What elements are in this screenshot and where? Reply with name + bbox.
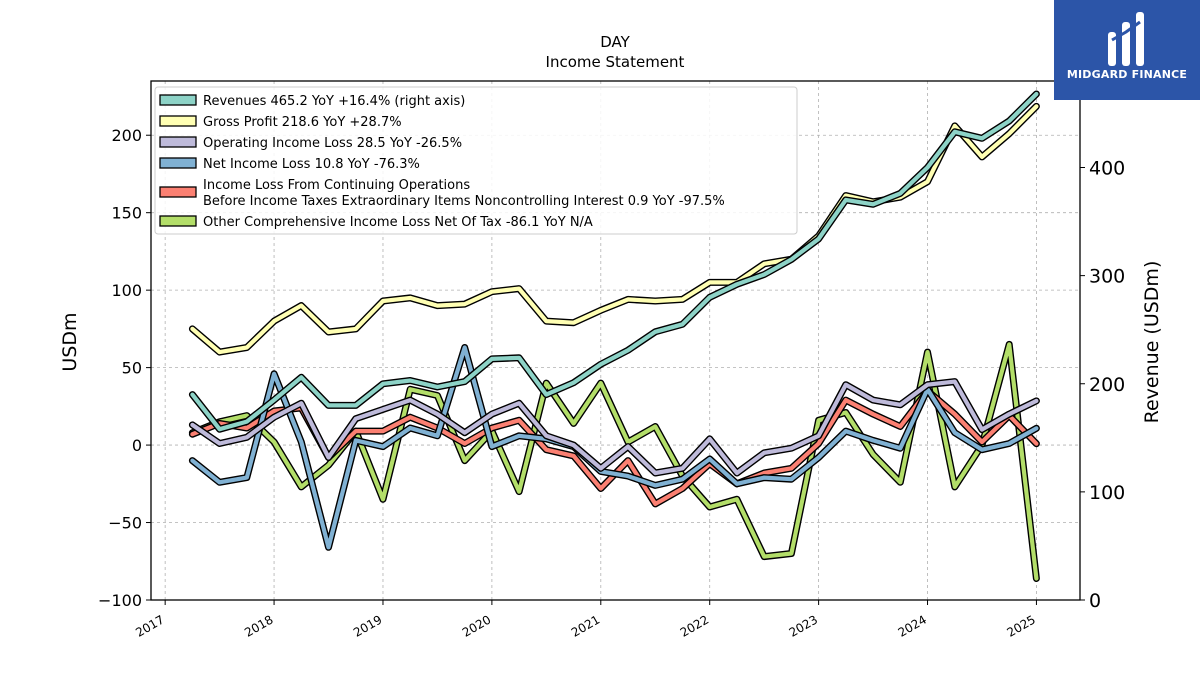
legend-label: Gross Profit 218.6 YoY +28.7%: [203, 115, 402, 130]
legend-label-line: Operating Income Loss 28.5 YoY -26.5%: [203, 136, 462, 151]
x-tick-label: 2021: [569, 612, 602, 639]
y-tick-label: 150: [111, 204, 142, 223]
x-tick-label: 2025: [1004, 612, 1037, 639]
legend-label: Income Loss From Continuing Operations Be…: [203, 178, 725, 209]
x-tick-label: 2023: [787, 612, 820, 639]
plot-frame: [150, 80, 1081, 601]
legend-swatch: [159, 157, 197, 169]
legend-label-line: Net Income Loss 10.8 YoY -76.3%: [203, 157, 420, 172]
series-0: [188, 90, 1040, 433]
series-line: [190, 342, 1039, 581]
legend-label-line: Before Income Taxes Extraordinary Items …: [203, 194, 725, 209]
midgard-logo-icon: [1108, 12, 1144, 66]
series-line: [190, 345, 1039, 550]
series-layer: [188, 90, 1040, 582]
legend-swatch: [159, 94, 197, 106]
legend-label: Net Income Loss 10.8 YoY -76.3%: [203, 157, 420, 172]
legend-box: [154, 86, 798, 235]
brand-name: MIDGARD FINANCE: [1066, 68, 1188, 81]
y-right-tick-label: 0: [1089, 590, 1101, 612]
brand-logo: MIDGARD FINANCE: [1054, 0, 1200, 100]
legend-label: Revenues 465.2 YoY +16.4% (right axis): [203, 94, 465, 109]
series-5: [188, 340, 1040, 582]
legend-swatch: [159, 136, 197, 148]
y-tick-label: −100: [98, 591, 142, 610]
chart-title: DAY: [600, 33, 630, 51]
legend-label-line: Revenues 465.2 YoY +16.4% (right axis): [203, 94, 465, 109]
legend-label: Other Comprehensive Income Loss Net Of T…: [203, 215, 593, 230]
legend-label: Operating Income Loss 28.5 YoY -26.5%: [203, 136, 462, 151]
chart-subtitle: Income Statement: [546, 53, 685, 71]
series-line: [190, 91, 1039, 432]
x-tick-label: 2019: [351, 612, 384, 639]
legend: Revenues 465.2 YoY +16.4% (right axis) Gr…: [154, 86, 798, 235]
x-tick-label: 2017: [133, 612, 166, 639]
x-tick-label: 2024: [896, 612, 929, 639]
x-tick-label: 2018: [242, 612, 275, 639]
y-tick-label: 200: [111, 126, 142, 145]
legend-label-line: Gross Profit 218.6 YoY +28.7%: [203, 115, 402, 130]
legend-label-line: Income Loss From Continuing Operations: [203, 178, 470, 193]
legend-swatch: [159, 115, 197, 127]
y-tick-label: −50: [108, 514, 142, 533]
y-tick-label: 50: [122, 359, 142, 378]
y-axis-label: USDm: [59, 312, 81, 371]
y-right-tick-label: 400: [1089, 158, 1125, 180]
legend-swatch: [159, 186, 197, 198]
legend-label-line: Other Comprehensive Income Loss Net Of T…: [203, 215, 593, 230]
legend-swatch: [159, 215, 197, 227]
x-tick-label: 2022: [678, 612, 711, 639]
x-tick-label: 2020: [460, 612, 493, 639]
series-line: [190, 379, 1039, 476]
y-axis-right-label: Revenue (USDm): [1141, 261, 1163, 424]
y-right-tick-label: 100: [1089, 482, 1125, 504]
y-right-tick-label: 300: [1089, 266, 1125, 288]
y-tick-label: 0: [132, 436, 142, 455]
y-tick-label: 100: [111, 281, 142, 300]
series-3: [188, 344, 1040, 551]
series-2: [188, 378, 1040, 477]
y-right-tick-label: 200: [1089, 374, 1125, 396]
